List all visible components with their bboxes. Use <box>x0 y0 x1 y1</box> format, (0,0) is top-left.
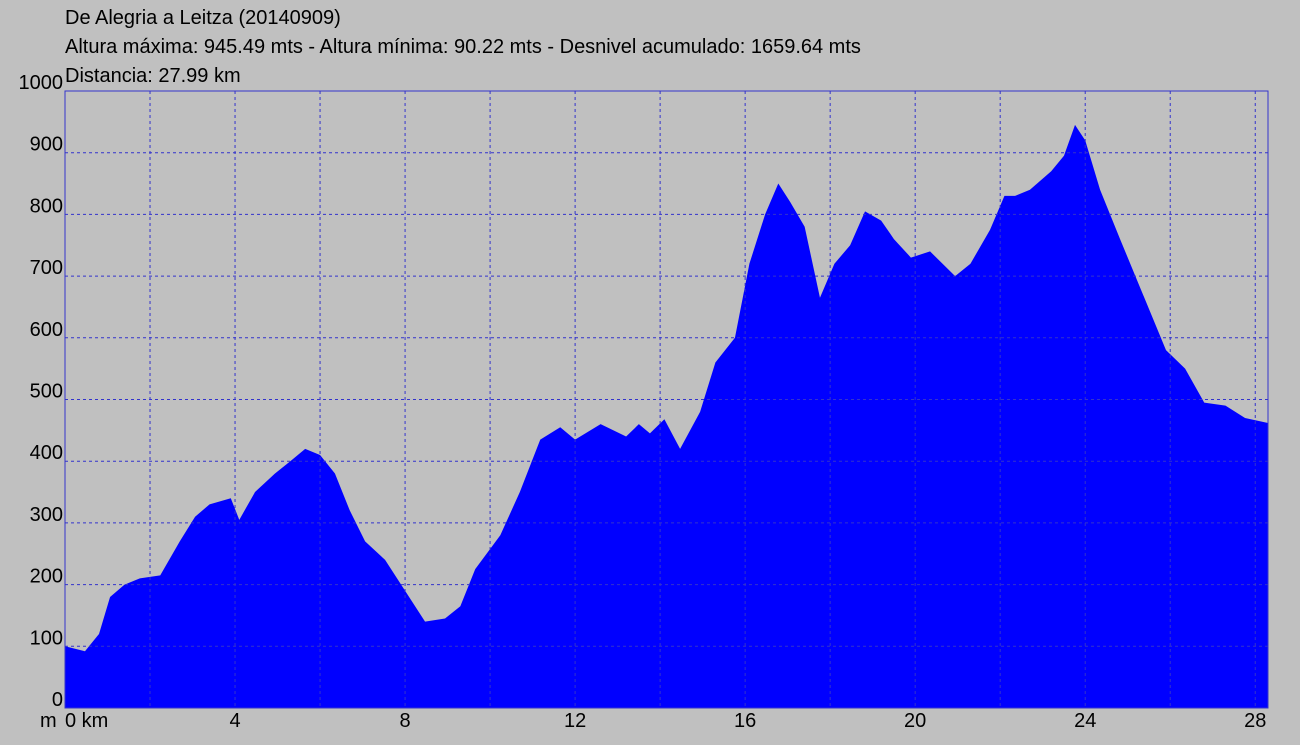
chart-subtitle: Altura máxima: 945.49 mts - Altura mínim… <box>65 36 861 58</box>
y-tick-label: 800 <box>30 195 63 217</box>
chart-title: De Alegria a Leitza (20140909) <box>65 7 341 29</box>
plot-border <box>64 90 1269 709</box>
x-tick-label: 20 <box>904 710 926 732</box>
y-tick-label: 100 <box>30 627 63 649</box>
x-tick-label: 4 <box>229 710 240 732</box>
x-tick-label: 16 <box>734 710 756 732</box>
y-tick-label: 700 <box>30 257 63 279</box>
y-tick-label: 600 <box>30 319 63 341</box>
annotation: Distancia: 27.99 km <box>65 65 241 87</box>
y-tick-label: 300 <box>30 504 63 526</box>
x-tick-label: 24 <box>1074 710 1096 732</box>
y-tick-label: 900 <box>30 134 63 156</box>
y-tick-label: 1000 <box>19 72 64 94</box>
y-tick-label: 200 <box>30 566 63 588</box>
x-tick-label: 8 <box>400 710 411 732</box>
elevation-area <box>65 124 1268 708</box>
x-tick-label: 12 <box>564 710 586 732</box>
x-tick-label: 0 km <box>65 710 108 732</box>
y-unit: m <box>40 710 57 732</box>
y-tick-label: 500 <box>30 381 63 403</box>
y-tick-label: 400 <box>30 442 63 464</box>
x-tick-label: 28 <box>1244 710 1266 732</box>
y-tick-label: 0 <box>52 689 63 711</box>
